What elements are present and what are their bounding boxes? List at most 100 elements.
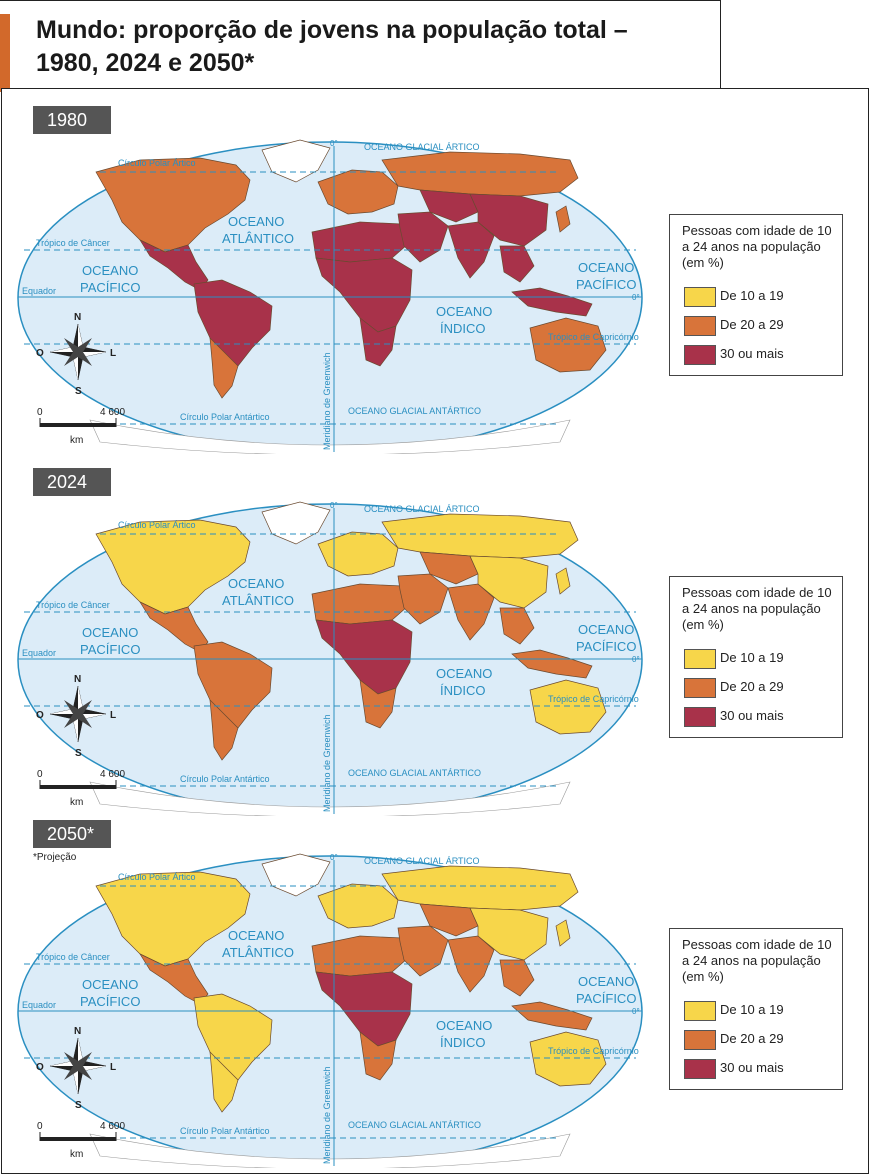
label-tropic-capricorn: Trópico de Capricórnio: [548, 1046, 639, 1056]
map-panel-1: 1980 OCEANO GLACIAL ÁRTICO OCEANO GLACIAL …: [0, 104, 872, 454]
region-australia: [529, 679, 607, 735]
label-zero-top: 0°: [330, 501, 338, 510]
legend-swatch: [684, 1059, 716, 1079]
label-pacific-1-line1: OCEANO: [82, 977, 138, 992]
scale-start: 0: [37, 769, 43, 780]
label-atlantic-2: ATLÂNTICO: [222, 593, 294, 608]
scale-unit: km: [70, 435, 83, 446]
label-pacific-2-line2: PACÍFICO: [576, 991, 636, 1006]
compass-rose: N S L O: [36, 1026, 116, 1111]
label-pacific-1-line2: PACÍFICO: [80, 642, 140, 657]
region-australia: [529, 1031, 607, 1087]
region-southeast-asia: [499, 959, 535, 997]
region-central-asia: [419, 189, 479, 223]
compass-s: S: [75, 1100, 82, 1111]
antarctica: [89, 419, 571, 454]
legend-label: De 10 a 19: [720, 650, 784, 665]
compass-n: N: [74, 674, 81, 685]
legend-swatch: [684, 1001, 716, 1021]
scale-bar: 0 4 600 km: [37, 407, 125, 446]
legend: Pessoas com idade de 10 a 24 anos na pop…: [669, 576, 843, 738]
region-indonesia: [511, 649, 593, 679]
compass-l: L: [110, 1062, 116, 1073]
region-europe: [317, 883, 399, 929]
scale-unit: km: [70, 797, 83, 808]
title-tab: [0, 0, 721, 89]
legend-label: De 10 a 19: [720, 288, 784, 303]
label-zero-top: 0°: [330, 853, 338, 862]
label-tropic-cancer: Trópico de Câncer: [36, 952, 110, 962]
legend-swatch: [684, 678, 716, 698]
legend-swatch: [684, 316, 716, 336]
legend-label: De 20 a 29: [720, 317, 784, 332]
legend-label: De 10 a 19: [720, 1002, 784, 1017]
world-map: OCEANO GLACIAL ÁRTICO OCEANO GLACIAL ANTÁ…: [17, 501, 643, 816]
scale-bar-rect: [40, 423, 116, 427]
scale-end: 4 600: [100, 1121, 125, 1132]
label-equator: Equador: [22, 648, 56, 658]
region-russia: [381, 151, 579, 197]
label-atlantic-1: OCEANO: [228, 214, 284, 229]
legend-swatch: [684, 1030, 716, 1050]
page-title: Mundo: proporção de jovens na população …: [36, 14, 628, 80]
label-arctic-circle: Círculo Polar Ártico: [118, 872, 196, 882]
label-tropic-cancer: Trópico de Câncer: [36, 238, 110, 248]
region-southeast-asia: [499, 245, 535, 283]
year-label: 2050*: [33, 820, 111, 848]
label-arctic-circle: Círculo Polar Ártico: [118, 520, 196, 530]
legend-title: Pessoas com idade de 10 a 24 anos na pop…: [682, 585, 832, 632]
label-antarctic-circle: Círculo Polar Antártico: [180, 412, 270, 422]
region-indonesia: [511, 1001, 593, 1031]
map-panel-3: 2050* *Projeção OCEANO GLACIAL ÁRTICO OCEAN…: [0, 818, 872, 1168]
world-map: OCEANO GLACIAL ÁRTICO OCEANO GLACIAL ANTÁ…: [17, 139, 643, 454]
label-pacific-2-line1: OCEANO: [578, 260, 634, 275]
region-north-america: [95, 871, 251, 967]
region-north-america: [95, 519, 251, 615]
legend: Pessoas com idade de 10 a 24 anos na pop…: [669, 214, 843, 376]
region-southern-cone: [209, 699, 239, 761]
scale-bar: 0 4 600 km: [37, 769, 125, 808]
label-arctic-ocean: OCEANO GLACIAL ÁRTICO: [364, 856, 480, 866]
compass-diagonals: [64, 338, 92, 366]
compass-s: S: [75, 386, 82, 397]
scale-end: 4 600: [100, 769, 125, 780]
region-russia: [381, 513, 579, 559]
label-pacific-2-line1: OCEANO: [578, 622, 634, 637]
label-antarctic-circle: Círculo Polar Antártico: [180, 774, 270, 784]
compass-highlight: [50, 686, 106, 742]
label-pacific-2-line2: PACÍFICO: [576, 639, 636, 654]
label-atlantic-2: ATLÂNTICO: [222, 231, 294, 246]
label-greenwich: Meridiano de Greenwich: [322, 1066, 332, 1164]
region-japan: [555, 567, 571, 595]
label-greenwich: Meridiano de Greenwich: [322, 352, 332, 450]
label-antarctic-circle: Círculo Polar Antártico: [180, 1126, 270, 1136]
compass-s: S: [75, 748, 82, 759]
label-tropic-cancer: Trópico de Câncer: [36, 600, 110, 610]
label-indian-2: ÍNDICO: [440, 683, 486, 698]
year-label: 2024: [33, 468, 111, 496]
compass-n: N: [74, 1026, 81, 1037]
region-southeast-asia: [499, 607, 535, 645]
legend-label: 30 ou mais: [720, 346, 784, 361]
compass-l: L: [110, 710, 116, 721]
map-panel-2: 2024 OCEANO GLACIAL ÁRTICO OCEANO GLACIAL …: [0, 466, 872, 816]
compass-l: L: [110, 348, 116, 359]
scale-bar: 0 4 600 km: [37, 1121, 125, 1160]
legend-title: Pessoas com idade de 10 a 24 anos na pop…: [682, 223, 832, 270]
compass-diagonals: [64, 700, 92, 728]
label-greenwich: Meridiano de Greenwich: [322, 714, 332, 812]
legend-label: De 20 a 29: [720, 1031, 784, 1046]
legend-swatch: [684, 649, 716, 669]
legend-label: 30 ou mais: [720, 1060, 784, 1075]
region-indonesia: [511, 287, 593, 317]
compass-rose: N S L O: [36, 312, 116, 397]
label-pacific-1-line2: PACÍFICO: [80, 994, 140, 1009]
label-zero-right: 0°: [632, 655, 640, 664]
world-map: OCEANO GLACIAL ÁRTICO OCEANO GLACIAL ANTÁ…: [17, 853, 643, 1168]
title-accent-bar: [0, 14, 10, 92]
label-equator: Equador: [22, 1000, 56, 1010]
scale-bar-rect: [40, 1137, 116, 1141]
legend-title: Pessoas com idade de 10 a 24 anos na pop…: [682, 937, 832, 984]
scale-end: 4 600: [100, 407, 125, 418]
compass-diagonals: [64, 1052, 92, 1080]
